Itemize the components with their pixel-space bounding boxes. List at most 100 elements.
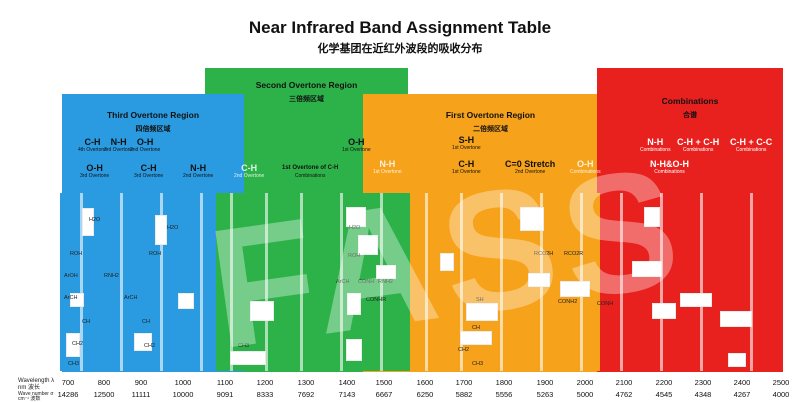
- absorption-box: [528, 273, 550, 287]
- region-title-cn: 合谱: [683, 112, 697, 119]
- wavenumber-tick: 6250: [416, 390, 434, 399]
- absorption-box: [155, 215, 167, 245]
- absorption-box: [680, 293, 712, 307]
- molecule-label: RNH2: [378, 279, 393, 285]
- wavelength-tick: 1200: [256, 378, 274, 387]
- molecule-label: RNH2: [104, 273, 119, 279]
- wavenumber-tick: 5000: [576, 390, 594, 399]
- molecule-label: CH3: [472, 361, 484, 367]
- wavenumber-tick: 12500: [93, 390, 115, 399]
- molecule-label: H2O: [349, 225, 361, 231]
- absorption-box: [652, 303, 676, 319]
- absorption-box: [466, 303, 498, 321]
- absorption-box: [644, 207, 660, 227]
- molecule-label: CH3: [238, 343, 250, 349]
- wavelength-tick: 2400: [733, 378, 751, 387]
- absorption-box: [376, 265, 396, 279]
- bond-label: O-H Combinations: [570, 159, 601, 176]
- wavelength-tick: 2300: [694, 378, 712, 387]
- wavenumber-axis-label: Wave number σ cm⁻¹ 波数: [18, 391, 54, 402]
- region-title: Combinations: [661, 96, 719, 106]
- wavenumber-tick: 6667: [375, 390, 393, 399]
- wavenumber-tick: 14286: [57, 390, 79, 399]
- bond-label: C-H 3rd Overtone: [134, 163, 164, 180]
- bond-label: C-H + C-C Combinations: [730, 137, 773, 154]
- molecule-label: ArCH: [64, 295, 78, 301]
- wavelength-tick: 1700: [455, 378, 473, 387]
- absorption-box: [728, 353, 746, 367]
- wavenumber-tick: 9091: [216, 390, 234, 399]
- absorption-box: [460, 331, 492, 345]
- bond-label: C=0 Stretch 2nd Overtone: [505, 159, 556, 176]
- bond-label: C-H 4th Overtone: [78, 137, 107, 154]
- bond-label: N-H 3rd Overtone: [104, 137, 134, 154]
- molecule-label: H2O: [167, 225, 179, 231]
- absorption-box: [178, 293, 194, 309]
- molecule-label: ArCH: [124, 295, 138, 301]
- region-title-cn: 二倍频区域: [473, 126, 508, 133]
- bond-label: C-H 2nd Overtone: [234, 163, 265, 180]
- wavelength-tick: 900: [134, 378, 148, 387]
- wavelength-tick: 2100: [615, 378, 633, 387]
- absorption-box: [520, 207, 544, 231]
- wavelength-axis-label: Wavelength λ nm 波长: [18, 378, 55, 391]
- bond-label: N-H 1st Overtone: [373, 159, 402, 176]
- wavenumber-tick: 4000: [772, 390, 790, 399]
- wavelength-tick: 700: [61, 378, 75, 387]
- absorption-box: [66, 333, 80, 357]
- absorption-box: [230, 351, 266, 365]
- wavenumber-tick: 7143: [338, 390, 356, 399]
- absorption-box: [347, 293, 361, 315]
- wavelength-tick: 1300: [297, 378, 315, 387]
- absorption-box: [346, 339, 362, 361]
- wavenumber-tick: 7692: [297, 390, 315, 399]
- molecule-label: ROH: [149, 251, 162, 257]
- molecule-label: SH: [476, 297, 484, 303]
- wavelength-tick: 1000: [174, 378, 192, 387]
- absorption-box: [632, 261, 662, 277]
- molecule-label: RCO2H: [534, 251, 554, 257]
- molecule-label: ROH: [348, 253, 361, 259]
- molecule-label: CONH2: [558, 299, 578, 305]
- absorption-box: [82, 208, 94, 236]
- absorption-box: [720, 311, 752, 327]
- bond-label: N-H&O-H Combinations: [650, 159, 689, 176]
- absorption-box: [134, 333, 152, 351]
- bond-label: O-H 1st Overtone: [342, 137, 371, 154]
- wavelength-tick: 1500: [375, 378, 393, 387]
- molecule-label: CONH: [358, 279, 375, 285]
- wavenumber-tick: 4267: [733, 390, 751, 399]
- molecule-label: CH2: [72, 341, 84, 347]
- region-title: Second Overtone Region: [255, 80, 358, 90]
- wavenumber-tick: 8333: [256, 390, 274, 399]
- molecule-label: CH: [472, 325, 480, 331]
- bond-label: S-H 1st Overtone: [452, 135, 481, 152]
- region-title-cn: 三倍频区域: [289, 96, 324, 103]
- bond-label: O-H 3rd Overtone: [80, 163, 110, 180]
- bond-label: 1st Overtone of C-H Combinations: [282, 165, 339, 179]
- molecule-label: ArCH: [336, 279, 350, 285]
- bond-label: C-H + C-H Combinations: [677, 137, 720, 154]
- wavelength-tick: 1400: [338, 378, 356, 387]
- molecule-label: CH3: [68, 361, 80, 367]
- page-title: Near Infrared Band Assignment Table: [248, 18, 552, 37]
- region-title-cn: 四倍频区域: [135, 126, 171, 133]
- wavenumber-tick: 4762: [615, 390, 633, 399]
- wavenumber-tick: 10000: [172, 390, 194, 399]
- molecule-label: CH2: [458, 347, 470, 353]
- absorption-box: [70, 293, 84, 307]
- bond-label: N-H Combinations: [640, 137, 671, 154]
- wavenumber-tick: 11111: [131, 390, 151, 399]
- molecule-label: H2O: [89, 217, 101, 223]
- bond-label: C-H 1st Overtone: [452, 159, 481, 176]
- wavenumber-tick: 5882: [455, 390, 473, 399]
- absorption-box: [346, 207, 366, 227]
- wavenumber-tick: 5556: [495, 390, 513, 399]
- page-subtitle: 化学基团在近红外波段的吸收分布: [317, 43, 483, 55]
- molecule-label: CONH: [597, 301, 614, 307]
- wavelength-tick: 800: [97, 378, 111, 387]
- absorption-box: [358, 235, 378, 255]
- molecule-label: CH2: [144, 343, 156, 349]
- molecule-label: ROH: [70, 251, 83, 257]
- region-title: First Overtone Region: [445, 110, 536, 120]
